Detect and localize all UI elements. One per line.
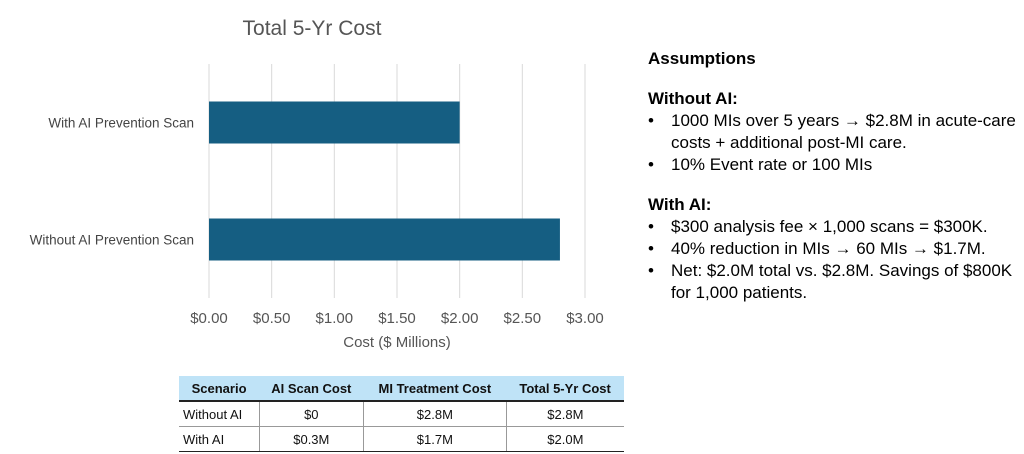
x-tick-label: $1.50 — [378, 310, 416, 327]
cell-scenario: Without AI — [179, 401, 260, 427]
table-row: Without AI $0 $2.8M $2.8M — [179, 401, 624, 427]
cell-scenario: With AI — [179, 426, 260, 452]
cell-ai-scan-cost: $0.3M — [259, 426, 364, 452]
x-tick-label: $2.00 — [441, 310, 479, 327]
header-mi-treatment-cost: MI Treatment Cost — [363, 376, 507, 402]
table-row: With AI $0.3M $1.7M $2.0M — [179, 426, 624, 452]
x-tick-label: $2.50 — [504, 310, 542, 327]
x-axis-title: Cost ($ Millions) — [343, 334, 451, 351]
bullet-item: Net: $2.0M total vs. $2.8M. Savings of $… — [648, 260, 1018, 304]
x-tick-label: $1.00 — [316, 310, 354, 327]
category-label: With AI Prevention Scan — [48, 116, 194, 131]
bullet-list: $300 analysis fee × 1,000 scans = $300K.… — [648, 216, 1018, 304]
assumptions-panel: Assumptions Without AI: 1000 MIs over 5 … — [648, 48, 1018, 322]
x-tick-label: $0.50 — [253, 310, 291, 327]
bar — [209, 101, 460, 144]
cell-mi-treatment-cost: $1.7M — [363, 426, 507, 452]
cell-ai-scan-cost: $0 — [259, 401, 364, 427]
bullet-item: 1000 MIs over 5 years → $2.8M in acute-c… — [648, 110, 1018, 154]
cost-summary-table: Scenario AI Scan Cost MI Treatment Cost … — [179, 376, 624, 452]
x-tick-labels: $0.00 $0.50 $1.00 $1.50 $2.00 $2.50 $3.00 — [190, 310, 604, 327]
chart-gridlines — [208, 64, 586, 298]
bullet-item: 40% reduction in MIs → 60 MIs → $1.7M. — [648, 238, 1018, 260]
category-labels: With AI Prevention Scan Without AI Preven… — [30, 116, 194, 248]
bullet-item: 10% Event rate or 100 MIs — [648, 154, 1018, 176]
assumptions-heading: Assumptions — [648, 49, 756, 68]
header-scenario: Scenario — [179, 376, 260, 402]
category-label: Without AI Prevention Scan — [30, 233, 194, 248]
cell-total-cost: $2.0M — [506, 426, 624, 452]
bullet-item: $300 analysis fee × 1,000 scans = $300K. — [648, 216, 1018, 238]
chart-title: Total 5-Yr Cost — [243, 17, 382, 40]
section-title: With AI: — [648, 195, 712, 214]
section-title: Without AI: — [648, 89, 738, 108]
x-tick-label: $0.00 — [190, 310, 228, 327]
table-header-row: Scenario AI Scan Cost MI Treatment Cost … — [179, 376, 624, 402]
bar — [209, 218, 560, 261]
bar-chart: Total 5-Yr Cost With AI Prevention ScanW… — [30, 17, 604, 351]
chart-bars — [209, 101, 560, 261]
header-total-cost: Total 5-Yr Cost — [506, 376, 624, 402]
cell-total-cost: $2.8M — [506, 401, 624, 427]
assumption-section-without-ai: Without AI: 1000 MIs over 5 years → $2.8… — [648, 88, 1018, 176]
assumption-section-with-ai: With AI: $300 analysis fee × 1,000 scans… — [648, 194, 1018, 304]
header-ai-scan-cost: AI Scan Cost — [259, 376, 364, 402]
x-tick-label: $3.00 — [566, 310, 604, 327]
cell-mi-treatment-cost: $2.8M — [363, 401, 507, 427]
bullet-list: 1000 MIs over 5 years → $2.8M in acute-c… — [648, 110, 1018, 176]
